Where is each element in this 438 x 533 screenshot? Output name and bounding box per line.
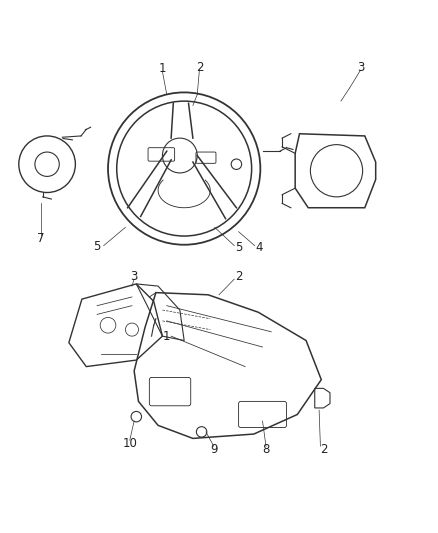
Text: 4: 4 [255,241,263,254]
Text: 3: 3 [357,61,364,74]
Text: 1: 1 [159,62,166,75]
Text: 10: 10 [122,437,137,450]
Text: 1: 1 [163,329,170,343]
Text: 2: 2 [196,61,203,74]
Text: 5: 5 [235,241,242,254]
Text: 2: 2 [320,443,327,456]
Text: 9: 9 [210,443,218,456]
Text: 8: 8 [262,443,270,456]
Text: 5: 5 [93,240,101,253]
Text: 7: 7 [37,232,44,245]
Text: 2: 2 [235,270,242,282]
Text: 3: 3 [131,270,138,282]
